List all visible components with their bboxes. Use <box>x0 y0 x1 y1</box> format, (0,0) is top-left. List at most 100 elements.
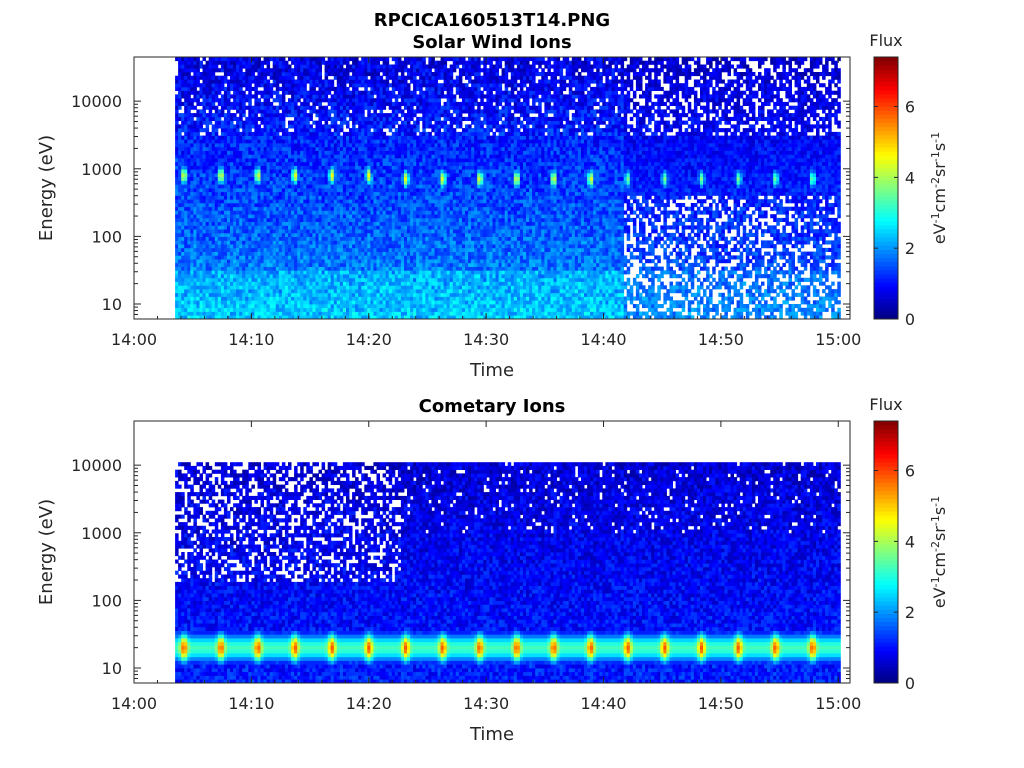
heatmap-cell <box>385 143 390 148</box>
heatmap-cell <box>281 128 286 133</box>
heatmap-cell <box>376 240 380 245</box>
heatmap-cell <box>370 131 374 136</box>
heatmap-cell <box>336 94 341 99</box>
heatmap-cell <box>306 277 310 282</box>
heatmap-cell <box>294 236 298 241</box>
heatmap-cell <box>266 150 271 155</box>
heatmap-cell <box>245 296 249 301</box>
heatmap-cell <box>294 60 298 65</box>
heatmap-cell <box>288 139 292 144</box>
heatmap-cell <box>269 203 274 208</box>
heatmap-cell <box>312 180 316 185</box>
heatmap-cell <box>330 146 335 151</box>
heatmap-cell <box>217 262 222 267</box>
heatmap-cell <box>193 206 197 211</box>
heatmap-cell <box>300 255 304 260</box>
heatmap-cell <box>260 131 264 136</box>
heatmap-cell <box>309 68 313 73</box>
heatmap-cell <box>260 79 264 84</box>
heatmap-cell <box>193 169 197 174</box>
heatmap-cell <box>269 199 274 204</box>
heatmap-cell <box>199 75 203 80</box>
heatmap-cell <box>291 79 295 84</box>
heatmap-cell <box>223 60 228 65</box>
heatmap-cell <box>178 173 182 178</box>
heatmap-cell <box>214 176 219 181</box>
heatmap-cell <box>223 131 228 136</box>
heatmap-cell <box>367 307 371 312</box>
heatmap-cell <box>327 199 332 204</box>
heatmap-cell <box>175 150 179 155</box>
heatmap-cell <box>333 105 338 110</box>
heatmap-cell <box>278 307 283 312</box>
heatmap-cell <box>184 206 188 211</box>
heatmap-cell <box>339 150 344 155</box>
heatmap-cell <box>184 131 188 136</box>
heatmap-cell <box>397 139 402 144</box>
heatmap-cell <box>342 86 347 91</box>
heatmap-cell <box>223 232 228 237</box>
heatmap-cell <box>233 255 237 260</box>
heatmap-cell <box>309 285 313 290</box>
heatmap-cell <box>278 315 283 320</box>
heatmap-cell <box>391 154 396 159</box>
heatmap-cell <box>187 176 191 181</box>
heatmap-cell <box>309 124 313 129</box>
heatmap-cell <box>220 150 225 155</box>
heatmap-cell <box>214 259 219 264</box>
heatmap-cell <box>269 247 274 252</box>
heatmap-cell <box>309 161 313 166</box>
heatmap-cell <box>272 300 277 305</box>
heatmap-cell <box>187 259 191 264</box>
heatmap-cell <box>288 281 292 286</box>
heatmap-cell <box>291 86 295 91</box>
heatmap-cell <box>376 270 380 275</box>
heatmap-cell <box>355 217 359 222</box>
heatmap-cell <box>336 255 341 260</box>
heatmap-cell <box>187 199 191 204</box>
heatmap-cell <box>227 210 231 215</box>
heatmap-cell <box>236 128 240 133</box>
heatmap-cell <box>339 169 344 174</box>
heatmap-cell <box>220 281 225 286</box>
heatmap-cell <box>306 206 310 211</box>
heatmap-cell <box>315 214 319 219</box>
heatmap-cell <box>196 210 200 215</box>
heatmap-cell <box>278 221 283 226</box>
heatmap-cell <box>193 247 197 252</box>
heatmap-cell <box>367 158 371 163</box>
heatmap-cell <box>315 79 319 84</box>
heatmap-cell <box>373 68 377 73</box>
heatmap-cell <box>269 191 274 196</box>
heatmap-cell <box>349 105 353 110</box>
heatmap-cell <box>373 244 377 249</box>
heatmap-cell <box>175 180 179 185</box>
heatmap-cell <box>223 281 228 286</box>
heatmap-cell <box>339 304 344 309</box>
heatmap-cell <box>391 195 396 200</box>
heatmap-cell <box>349 229 353 234</box>
heatmap-cell <box>388 311 393 316</box>
heatmap-cell <box>385 176 390 181</box>
heatmap-cell <box>220 307 225 312</box>
heatmap-cell <box>208 158 213 163</box>
heatmap-cell <box>336 109 341 114</box>
heatmap-cell <box>254 75 258 80</box>
heatmap-cell <box>349 304 353 309</box>
heatmap-cell <box>361 79 365 84</box>
heatmap-cell <box>263 221 268 226</box>
heatmap-cell <box>376 251 380 256</box>
heatmap-cell <box>187 247 191 252</box>
heatmap-cell <box>202 191 206 196</box>
heatmap-cell <box>294 90 298 95</box>
heatmap-cell <box>361 64 365 69</box>
heatmap-cell <box>382 64 387 69</box>
heatmap-cell <box>352 281 356 286</box>
heatmap-cell <box>373 195 377 200</box>
heatmap-cell <box>300 158 304 163</box>
heatmap-cell <box>281 150 286 155</box>
heatmap-cell <box>272 79 277 84</box>
heatmap-cell <box>230 266 234 271</box>
heatmap-cell <box>208 109 213 114</box>
heatmap-cell <box>297 307 301 312</box>
